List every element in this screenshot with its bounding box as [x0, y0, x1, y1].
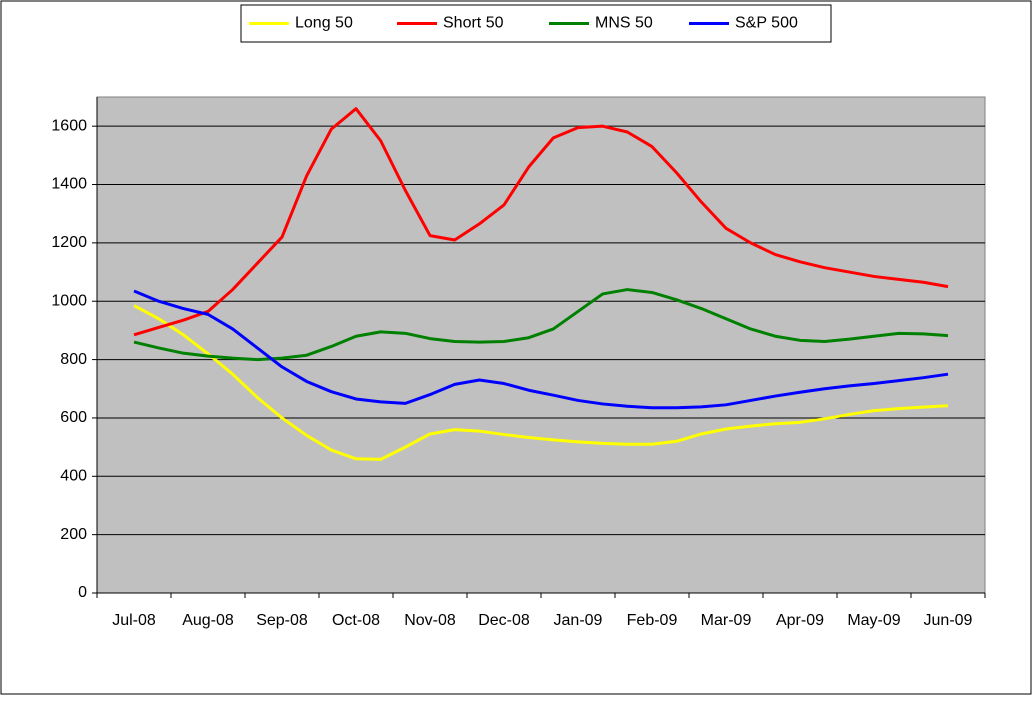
- x-tick-label: Oct-08: [332, 612, 380, 629]
- x-tick-label: Apr-09: [776, 612, 824, 629]
- x-tick-label: Jan-09: [554, 612, 603, 629]
- data-line: [133, 304, 949, 461]
- x-tick-label: Jul-08: [112, 612, 156, 629]
- x-tick-label: Mar-09: [701, 612, 752, 629]
- y-tick-label: 1200: [51, 234, 87, 251]
- x-tick-label: Jun-09: [924, 612, 973, 629]
- y-tick-label: 1400: [51, 176, 87, 193]
- x-tick-label: Feb-09: [627, 612, 678, 629]
- x-tick-label: Dec-08: [478, 612, 530, 629]
- y-tick-label: 200: [60, 526, 87, 543]
- legend-label: S&P 500: [735, 15, 798, 32]
- y-tick-label: 400: [60, 468, 87, 485]
- x-tick-label: Aug-08: [182, 612, 234, 629]
- x-tick-label: Sep-08: [256, 612, 308, 629]
- x-tick-label: May-09: [847, 612, 900, 629]
- y-tick-label: 600: [60, 409, 87, 426]
- data-line: [133, 107, 949, 337]
- legend-label: MNS 50: [595, 15, 653, 32]
- y-tick-label: 800: [60, 351, 87, 368]
- x-tick-label: Nov-08: [404, 612, 456, 629]
- y-tick-label: 1600: [51, 117, 87, 134]
- y-tick-label: 0: [78, 584, 87, 601]
- legend-box: [240, 4, 832, 43]
- legend-label: Short 50: [443, 15, 504, 32]
- legend-label: Long 50: [295, 15, 353, 32]
- data-line: [133, 289, 949, 410]
- plot-area: [96, 96, 986, 594]
- y-tick-label: 1000: [51, 292, 87, 309]
